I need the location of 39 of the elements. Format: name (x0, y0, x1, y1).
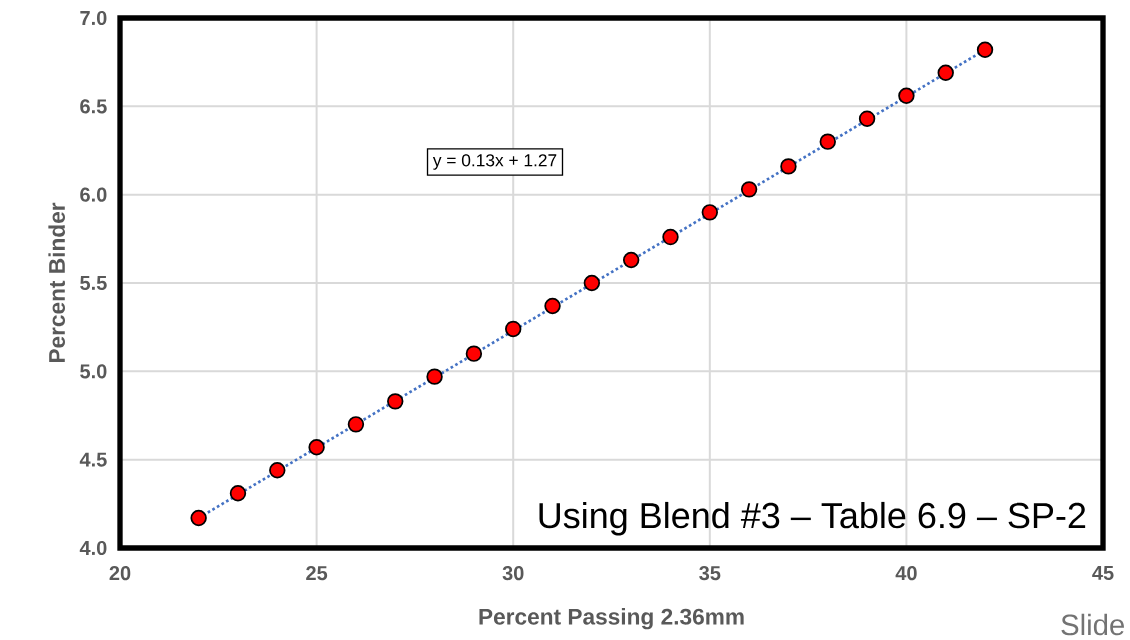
point (898, 87, 915, 104)
point (269, 462, 286, 479)
point (937, 64, 954, 81)
point (465, 345, 483, 362)
x-tick-label: 30 (502, 566, 524, 581)
x-tick-label: 20 (109, 566, 131, 581)
y-tick-label: 6.5 (80, 99, 107, 114)
annotation: Using Blend #3 – Table 6.9 – SP-2 (539, 501, 1086, 536)
y-tick-label: 4.0 (79, 540, 107, 556)
x-tick-label: 40 (895, 566, 917, 581)
x-tick-label: 45 (1092, 566, 1114, 580)
point (544, 297, 561, 315)
y-tick-label: 6.0 (80, 187, 107, 202)
point (740, 181, 758, 198)
y-tick-label: 5.0 (80, 364, 107, 379)
y-tick-label: 7.0 (80, 10, 107, 26)
y-axis-title: Percent Binder (48, 202, 66, 363)
x-tick-label: 35 (699, 566, 721, 581)
point (701, 204, 719, 221)
point (662, 228, 679, 246)
y-tick-label: 5.5 (80, 276, 107, 290)
point (858, 110, 876, 127)
point (229, 485, 247, 502)
point (387, 393, 404, 410)
point (190, 509, 207, 527)
point (780, 158, 797, 175)
point (819, 133, 836, 150)
point (583, 274, 601, 292)
text: Slide (1061, 613, 1124, 636)
point (622, 251, 640, 269)
annotation: y = 0.13x + 1.27 (432, 154, 557, 170)
point (347, 416, 365, 433)
point (426, 368, 443, 385)
y-tick-label: 4.5 (79, 452, 107, 467)
x-tick-label: 25 (306, 566, 328, 581)
point (505, 320, 522, 338)
point (308, 439, 325, 456)
point (976, 41, 994, 58)
x-axis-title: Percent Passing 2.36mm (479, 608, 744, 630)
